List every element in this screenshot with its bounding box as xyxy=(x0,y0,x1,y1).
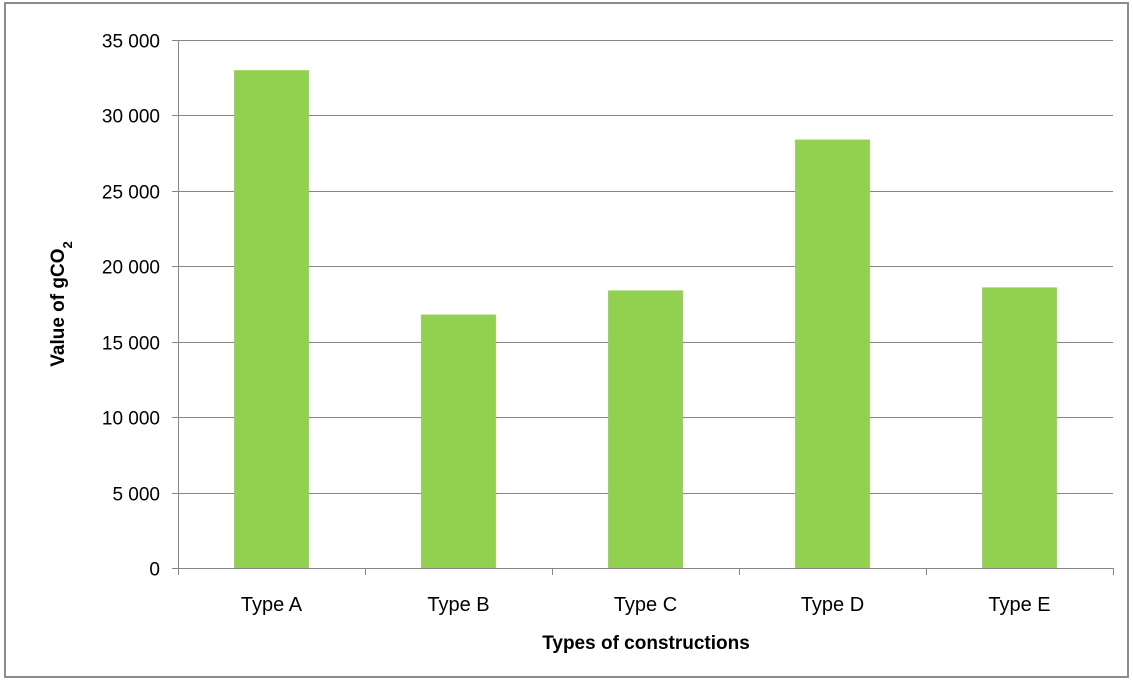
axes xyxy=(172,40,1114,575)
x-tick-label: Type E xyxy=(988,594,1050,616)
bar xyxy=(234,70,309,569)
x-tick-label: Type C xyxy=(614,594,677,616)
chart-frame: 0 5 000 10 000 15 000 20 000 25 000 30 000 35 0… xyxy=(4,2,1129,678)
bar xyxy=(982,287,1057,568)
x-tick-label: Type B xyxy=(427,594,489,616)
y-tick-label: 5 000 xyxy=(112,485,160,506)
y-tick-label: 30 000 xyxy=(102,107,160,128)
bar-chart: 0 5 000 10 000 15 000 20 000 25 000 30 000 35 0… xyxy=(48,32,1114,654)
bar xyxy=(795,139,870,568)
y-tick-labels: 0 5 000 10 000 15 000 20 000 25 000 30 000 35 0… xyxy=(102,32,160,581)
bar xyxy=(608,290,683,568)
y-tick-label: 35 000 xyxy=(102,32,160,53)
y-axis-title-subscript: 2 xyxy=(60,241,75,248)
bars xyxy=(234,70,1057,569)
y-axis-title: Value of gCO2 xyxy=(48,241,75,366)
y-tick-label: 20 000 xyxy=(102,258,160,279)
x-tick-label: Type A xyxy=(241,594,303,616)
bar xyxy=(421,314,496,568)
y-tick-label: 15 000 xyxy=(102,334,160,355)
x-tick-labels: Type A Type B Type C Type D Type E xyxy=(241,594,1051,616)
y-tick-label: 25 000 xyxy=(102,183,160,204)
y-axis-title-text: Value of gCO xyxy=(48,248,69,366)
y-tick-label: 10 000 xyxy=(102,409,160,430)
y-tick-label: 0 xyxy=(149,560,160,581)
x-tick-label: Type D xyxy=(801,594,864,616)
x-axis-title: Types of constructions xyxy=(542,633,750,654)
